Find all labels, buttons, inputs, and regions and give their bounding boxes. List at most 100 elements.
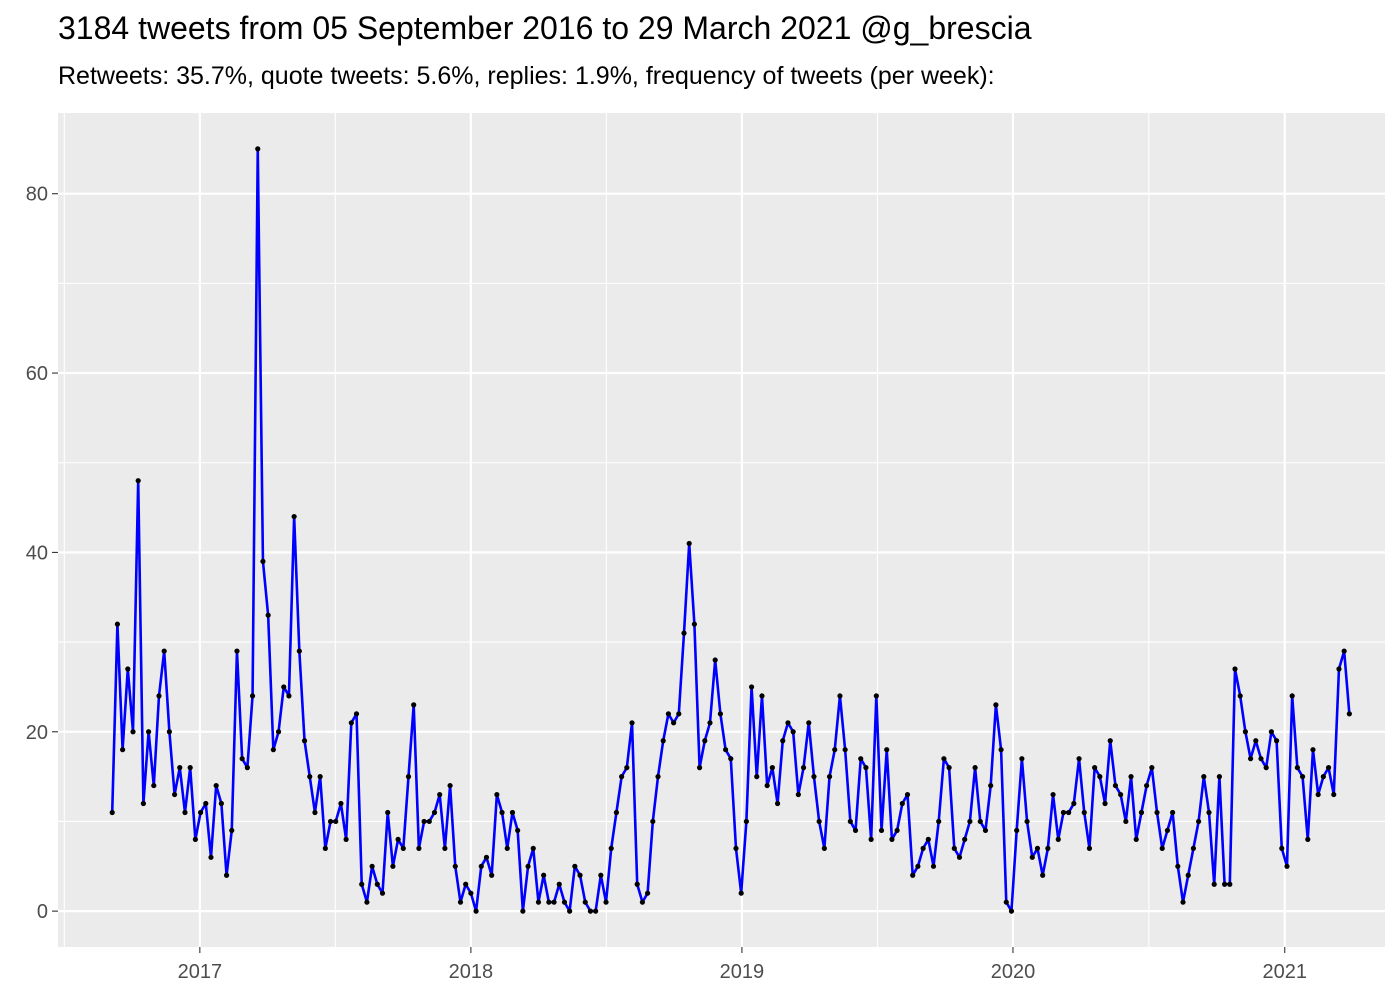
data-point xyxy=(182,809,188,816)
data-point xyxy=(520,908,526,914)
data-point xyxy=(598,872,604,878)
data-point xyxy=(192,836,198,842)
data-point xyxy=(197,809,204,816)
plot-panel xyxy=(58,113,1385,947)
data-point xyxy=(187,765,193,771)
data-point xyxy=(681,630,687,636)
data-point xyxy=(431,809,438,816)
data-point xyxy=(1190,845,1197,851)
data-point xyxy=(1060,809,1067,816)
data-point xyxy=(800,765,807,771)
data-point xyxy=(291,513,297,520)
data-point xyxy=(1175,863,1181,869)
data-point xyxy=(348,720,354,726)
data-point xyxy=(551,899,557,905)
data-point xyxy=(619,774,625,780)
data-point xyxy=(972,765,978,771)
data-point xyxy=(676,711,682,717)
data-point xyxy=(166,729,172,735)
data-point xyxy=(1008,908,1015,914)
data-point xyxy=(1081,809,1087,816)
data-point xyxy=(1279,845,1285,851)
data-point xyxy=(837,693,843,699)
data-point xyxy=(1232,666,1238,672)
data-point xyxy=(213,782,219,789)
data-point xyxy=(1112,782,1119,789)
data-point xyxy=(385,809,391,816)
data-point xyxy=(140,800,146,807)
x-tick-label: 2021 xyxy=(1263,961,1308,983)
data-point xyxy=(447,782,453,789)
data-point xyxy=(821,845,827,851)
data-points xyxy=(109,146,1352,914)
data-point xyxy=(930,863,937,869)
data-point xyxy=(956,854,963,860)
data-point xyxy=(374,881,380,887)
data-point xyxy=(1237,693,1243,699)
data-point xyxy=(577,872,583,878)
data-point xyxy=(951,845,957,851)
data-point xyxy=(203,800,209,807)
data-point xyxy=(811,774,817,780)
data-point xyxy=(494,791,500,798)
data-point xyxy=(780,738,786,744)
data-point xyxy=(343,836,349,842)
data-point xyxy=(369,863,375,869)
data-point xyxy=(1123,818,1129,825)
data-point xyxy=(1206,809,1212,816)
data-point xyxy=(671,720,677,726)
data-point xyxy=(1003,899,1009,905)
data-point xyxy=(171,791,178,798)
data-point xyxy=(982,827,989,834)
data-point xyxy=(208,854,214,860)
data-point xyxy=(327,818,334,825)
data-point xyxy=(847,818,853,825)
data-point xyxy=(873,693,879,699)
data-point xyxy=(722,747,729,753)
data-point xyxy=(1336,666,1342,672)
data-point xyxy=(561,899,568,905)
data-point xyxy=(1164,827,1171,834)
data-point xyxy=(1185,872,1191,878)
data-point xyxy=(904,791,911,798)
data-point xyxy=(1149,765,1155,771)
data-point xyxy=(359,881,365,887)
data-point xyxy=(1097,774,1103,780)
data-point xyxy=(868,836,874,842)
data-point xyxy=(411,702,417,708)
data-point xyxy=(400,845,406,851)
data-point xyxy=(967,818,973,825)
data-point xyxy=(1138,809,1145,816)
data-point xyxy=(234,648,240,654)
data-point xyxy=(624,765,630,771)
data-point xyxy=(426,818,432,825)
data-point xyxy=(416,845,422,851)
data-point xyxy=(712,657,718,663)
data-point xyxy=(993,702,999,708)
data-point xyxy=(1071,800,1077,807)
data-point xyxy=(878,827,885,834)
data-point xyxy=(826,774,833,780)
data-point xyxy=(603,899,609,905)
data-point xyxy=(774,800,781,807)
data-point xyxy=(608,845,614,851)
data-point xyxy=(754,774,760,780)
data-point xyxy=(613,809,620,816)
data-point xyxy=(379,890,386,896)
y-tick-label: 40 xyxy=(26,542,48,564)
data-point xyxy=(1227,881,1233,887)
data-point xyxy=(764,782,770,789)
data-point xyxy=(1331,791,1337,798)
data-point xyxy=(1315,791,1321,798)
data-point xyxy=(249,693,256,699)
data-point xyxy=(1014,827,1020,834)
data-point xyxy=(244,765,250,771)
data-point xyxy=(936,818,942,825)
data-point xyxy=(395,836,401,842)
data-point xyxy=(135,478,141,484)
major-gridlines xyxy=(58,113,1385,947)
data-point xyxy=(572,863,578,869)
data-point xyxy=(452,863,458,869)
data-point xyxy=(353,711,360,717)
data-point xyxy=(842,747,848,753)
